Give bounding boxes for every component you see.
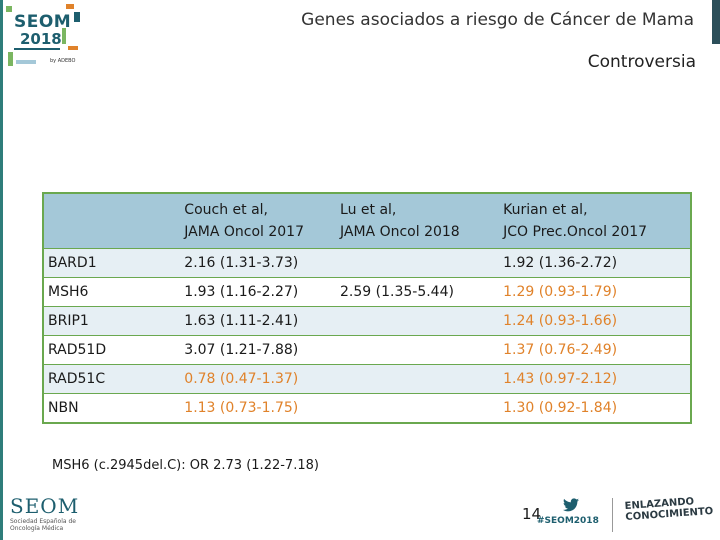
motto: ENLAZANDO CONOCIMIENTO: [624, 495, 713, 523]
hashtag: #SEOM2018: [537, 516, 599, 526]
lu-cell: [336, 306, 500, 336]
table-row: NBN 1.13 (0.73-1.75) 1.30 (0.92-1.84): [44, 393, 690, 422]
footnote: MSH6 (c.2945del.C): OR 2.73 (1.22-7.18): [52, 458, 319, 473]
kurian-cell: 1.24 (0.93-1.66): [499, 306, 690, 336]
header-cell-kurian: Kurian et al, JCO Prec.Oncol 2017: [499, 194, 690, 249]
couch-cell: 1.13 (0.73-1.75): [180, 393, 337, 422]
seom-footer-logo: SEOM Sociedad Española de Oncología Médi…: [10, 494, 80, 532]
header-label: Lu et al, JAMA Oncol 2018: [340, 202, 460, 240]
table-header-row: Couch et al, JAMA Oncol 2017 Lu et al, JAM…: [44, 194, 690, 249]
gene-cell: MSH6: [44, 277, 181, 307]
gene-cell: BRIP1: [44, 306, 181, 336]
slide-edge-left: [0, 0, 3, 540]
lu-cell: [336, 248, 500, 278]
table-row: MSH6 1.93 (1.16-2.27) 2.59 (1.35-5.44) 1.29…: [44, 277, 690, 307]
couch-cell: 1.93 (1.16-2.27): [180, 277, 337, 307]
gene-cell: NBN: [44, 393, 181, 422]
header-cell-gene: [44, 194, 181, 249]
lu-cell: [336, 364, 500, 394]
lu-cell: 2.59 (1.35-5.44): [336, 277, 500, 307]
kurian-cell: 1.30 (0.92-1.84): [499, 393, 690, 422]
kurian-cell: 1.92 (1.36-2.72): [499, 248, 690, 278]
gene-risk-table: Couch et al, JAMA Oncol 2017 Lu et al, JAM…: [42, 192, 692, 424]
table-row: BRIP1 1.63 (1.11-2.41) 1.24 (0.93-1.66): [44, 306, 690, 336]
header-cell-couch: Couch et al, JAMA Oncol 2017: [180, 194, 337, 249]
header-label: Couch et al, JAMA Oncol 2017: [184, 202, 304, 240]
slide-subtitle: Controversia: [587, 52, 696, 72]
page-number: 14: [522, 505, 542, 523]
logo-graphic-icon: [6, 4, 80, 66]
seom-2018-logo: SEOM 2018 by ADEBO: [4, 2, 84, 78]
table-row: BARD1 2.16 (1.31-3.73) 1.92 (1.36-2.72): [44, 248, 690, 278]
gene-cell: BARD1: [44, 248, 181, 278]
seom-footer-word: SEOM: [10, 494, 80, 518]
couch-cell: 3.07 (1.21-7.88): [180, 335, 337, 365]
logo-word: SEOM: [14, 12, 72, 32]
header-label: Kurian et al, JCO Prec.Oncol 2017: [503, 202, 648, 240]
slide-edge-right: [712, 0, 720, 44]
logo-year: 2018: [20, 30, 62, 48]
lu-cell: [336, 393, 500, 422]
header-cell-lu: Lu et al, JAMA Oncol 2018: [336, 194, 500, 249]
gene-cell: RAD51D: [44, 335, 181, 365]
table-row: RAD51D 3.07 (1.21-7.88) 1.37 (0.76-2.49): [44, 335, 690, 365]
footer-divider: [612, 498, 613, 532]
kurian-cell: 1.43 (0.97-2.12): [499, 364, 690, 394]
kurian-cell: 1.37 (0.76-2.49): [499, 335, 690, 365]
lu-cell: [336, 335, 500, 365]
slide-title: Genes asociados a riesgo de Cáncer de Ma…: [301, 10, 694, 30]
couch-cell: 0.78 (0.47-1.37): [180, 364, 337, 394]
logo-tag: by ADEBO: [50, 58, 76, 64]
twitter-bird-icon: [563, 498, 579, 512]
table-row: RAD51C 0.78 (0.47-1.37) 1.43 (0.97-2.12): [44, 364, 690, 394]
couch-cell: 1.63 (1.11-2.41): [180, 306, 337, 336]
seom-footer-sub: Sociedad Española de Oncología Médica: [10, 518, 76, 532]
gene-cell: RAD51C: [44, 364, 181, 394]
kurian-cell: 1.29 (0.93-1.79): [499, 277, 690, 307]
couch-cell: 2.16 (1.31-3.73): [180, 248, 337, 278]
